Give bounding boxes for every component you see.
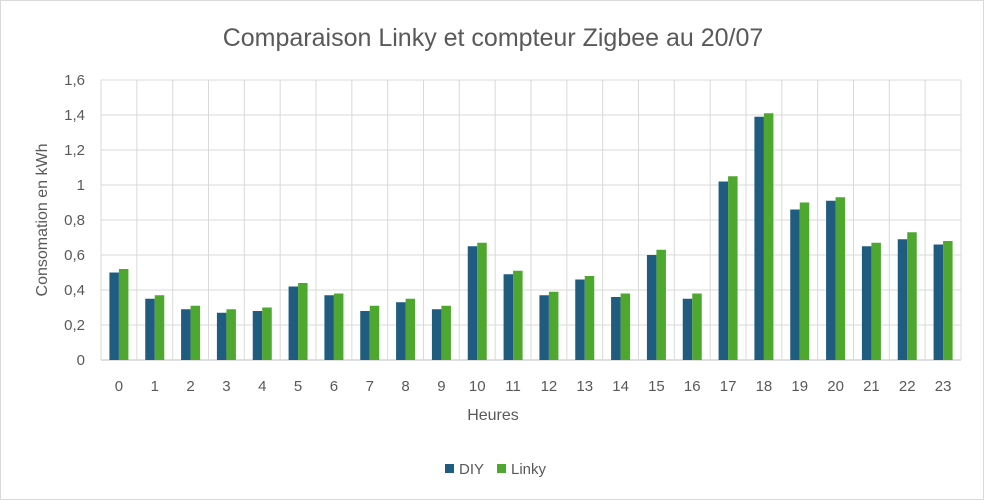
x-tick-label: 11 — [505, 378, 521, 395]
y-tick-label: 1,2 — [64, 142, 85, 159]
bar-diy-11 — [503, 274, 514, 360]
x-tick-label: 1 — [151, 378, 159, 395]
x-tick-label: 0 — [115, 378, 123, 395]
x-tick-label: 22 — [899, 378, 916, 395]
y-tick-label: 0,2 — [64, 317, 85, 334]
y-tick-label: 0,8 — [64, 212, 85, 229]
bar-diy-4 — [252, 311, 263, 360]
bar-linky-13 — [584, 276, 595, 360]
bar-linky-0 — [118, 269, 129, 360]
bar-diy-0 — [109, 272, 119, 360]
bar-linky-5 — [298, 283, 308, 360]
x-tick-label: 6 — [330, 378, 338, 395]
bar-linky-12 — [548, 291, 559, 360]
x-tick-label: 10 — [469, 378, 486, 395]
bars — [109, 113, 953, 360]
x-tick-label: 8 — [401, 378, 409, 395]
x-tick-label: 15 — [648, 378, 665, 395]
x-tick-label: 18 — [756, 378, 773, 395]
bar-linky-4 — [262, 307, 272, 360]
bar-diy-1 — [145, 298, 155, 360]
x-tick-label: 4 — [258, 378, 266, 395]
x-tick-label: 9 — [437, 378, 445, 395]
x-tick-label: 3 — [222, 378, 230, 395]
bar-linky-17 — [728, 176, 738, 360]
bar-diy-13 — [575, 279, 585, 360]
bar-diy-9 — [431, 309, 442, 360]
legend-swatch-linky — [497, 464, 506, 473]
bar-linky-15 — [656, 249, 666, 360]
gridlines — [100, 79, 962, 361]
bar-diy-3 — [216, 312, 227, 360]
x-tick-label: 20 — [827, 378, 844, 395]
bar-linky-16 — [692, 293, 702, 360]
legend: DIY Linky — [445, 461, 547, 478]
x-tick-label: 13 — [576, 378, 593, 395]
bar-linky-7 — [369, 305, 380, 360]
bar-linky-22 — [907, 232, 917, 360]
x-tick-label: 7 — [366, 378, 374, 395]
x-tick-label: 16 — [684, 378, 701, 395]
y-axis-ticks: 0 0,2 0,4 0,6 0,8 1 1,2 1,4 1,6 — [64, 72, 85, 369]
y-axis-label: Consomation en kWh — [34, 144, 51, 297]
bar-linky-1 — [154, 295, 165, 360]
bar-diy-7 — [360, 311, 370, 360]
bar-diy-15 — [646, 255, 657, 360]
bar-linky-14 — [620, 293, 631, 360]
bar-linky-23 — [943, 241, 953, 360]
bar-diy-5 — [288, 286, 299, 360]
x-tick-label: 12 — [541, 378, 558, 395]
bar-linky-11 — [513, 270, 523, 360]
y-tick-label: 1 — [77, 177, 85, 194]
bar-diy-22 — [897, 239, 908, 360]
bar-linky-3 — [226, 309, 236, 360]
x-tick-label: 5 — [294, 378, 302, 395]
bar-linky-9 — [441, 305, 451, 360]
x-tick-label: 21 — [863, 378, 880, 395]
x-tick-label: 14 — [612, 378, 629, 395]
chart-title: Comparaison Linky et compteur Zigbee au … — [223, 24, 764, 52]
bar-diy-19 — [790, 209, 800, 360]
bar-diy-16 — [682, 298, 693, 360]
legend-label-linky: Linky — [511, 461, 547, 478]
legend-label-diy: DIY — [459, 461, 484, 478]
x-tick-label: 19 — [791, 378, 808, 395]
y-tick-label: 1,4 — [64, 107, 85, 124]
legend-swatch-diy — [445, 464, 454, 473]
x-axis-label: Heures — [467, 407, 519, 424]
bar-diy-2 — [181, 309, 191, 360]
x-tick-label: 17 — [720, 378, 737, 395]
bar-linky-21 — [871, 242, 881, 360]
bar-linky-8 — [405, 298, 416, 360]
bar-diy-17 — [718, 181, 729, 360]
bar-diy-12 — [539, 295, 549, 360]
bar-diy-6 — [324, 295, 334, 360]
bar-diy-8 — [396, 302, 406, 360]
y-tick-label: 0,4 — [64, 282, 85, 299]
bar-diy-14 — [611, 297, 621, 360]
bar-linky-2 — [190, 305, 201, 360]
y-tick-label: 1,6 — [64, 72, 85, 89]
y-tick-label: 0 — [77, 352, 85, 369]
bar-linky-10 — [477, 242, 487, 360]
x-axis-ticks: 0 1 2 3 4 5 6 7 8 9 10 11 12 13 14 15 16 17 18 19 20 21 22 23 — [115, 378, 952, 395]
x-tick-label: 23 — [935, 378, 952, 395]
bar-diy-23 — [933, 244, 944, 360]
bar-diy-18 — [754, 116, 764, 360]
y-tick-label: 0,6 — [64, 247, 85, 264]
bar-linky-19 — [799, 202, 810, 360]
bar-diy-10 — [467, 246, 478, 360]
bar-linky-6 — [333, 293, 344, 360]
bar-linky-20 — [835, 197, 846, 360]
x-tick-label: 2 — [186, 378, 194, 395]
bar-diy-20 — [826, 200, 836, 360]
bar-diy-21 — [861, 246, 872, 360]
bar-linky-18 — [763, 113, 774, 360]
